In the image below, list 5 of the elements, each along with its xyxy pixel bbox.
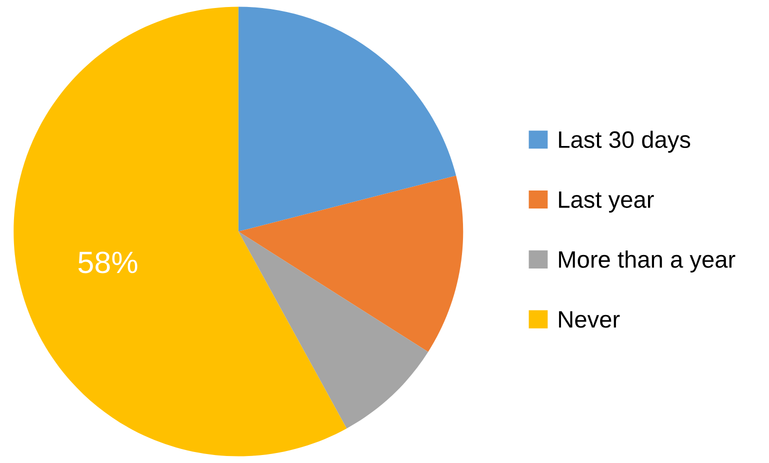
legend-label: Last 30 days — [559, 130, 690, 153]
legend-label: More than a year — [559, 250, 736, 273]
data-label: 58% — [78, 252, 138, 274]
legend-label: Never — [559, 311, 620, 328]
legend-label: Last year — [559, 191, 654, 213]
